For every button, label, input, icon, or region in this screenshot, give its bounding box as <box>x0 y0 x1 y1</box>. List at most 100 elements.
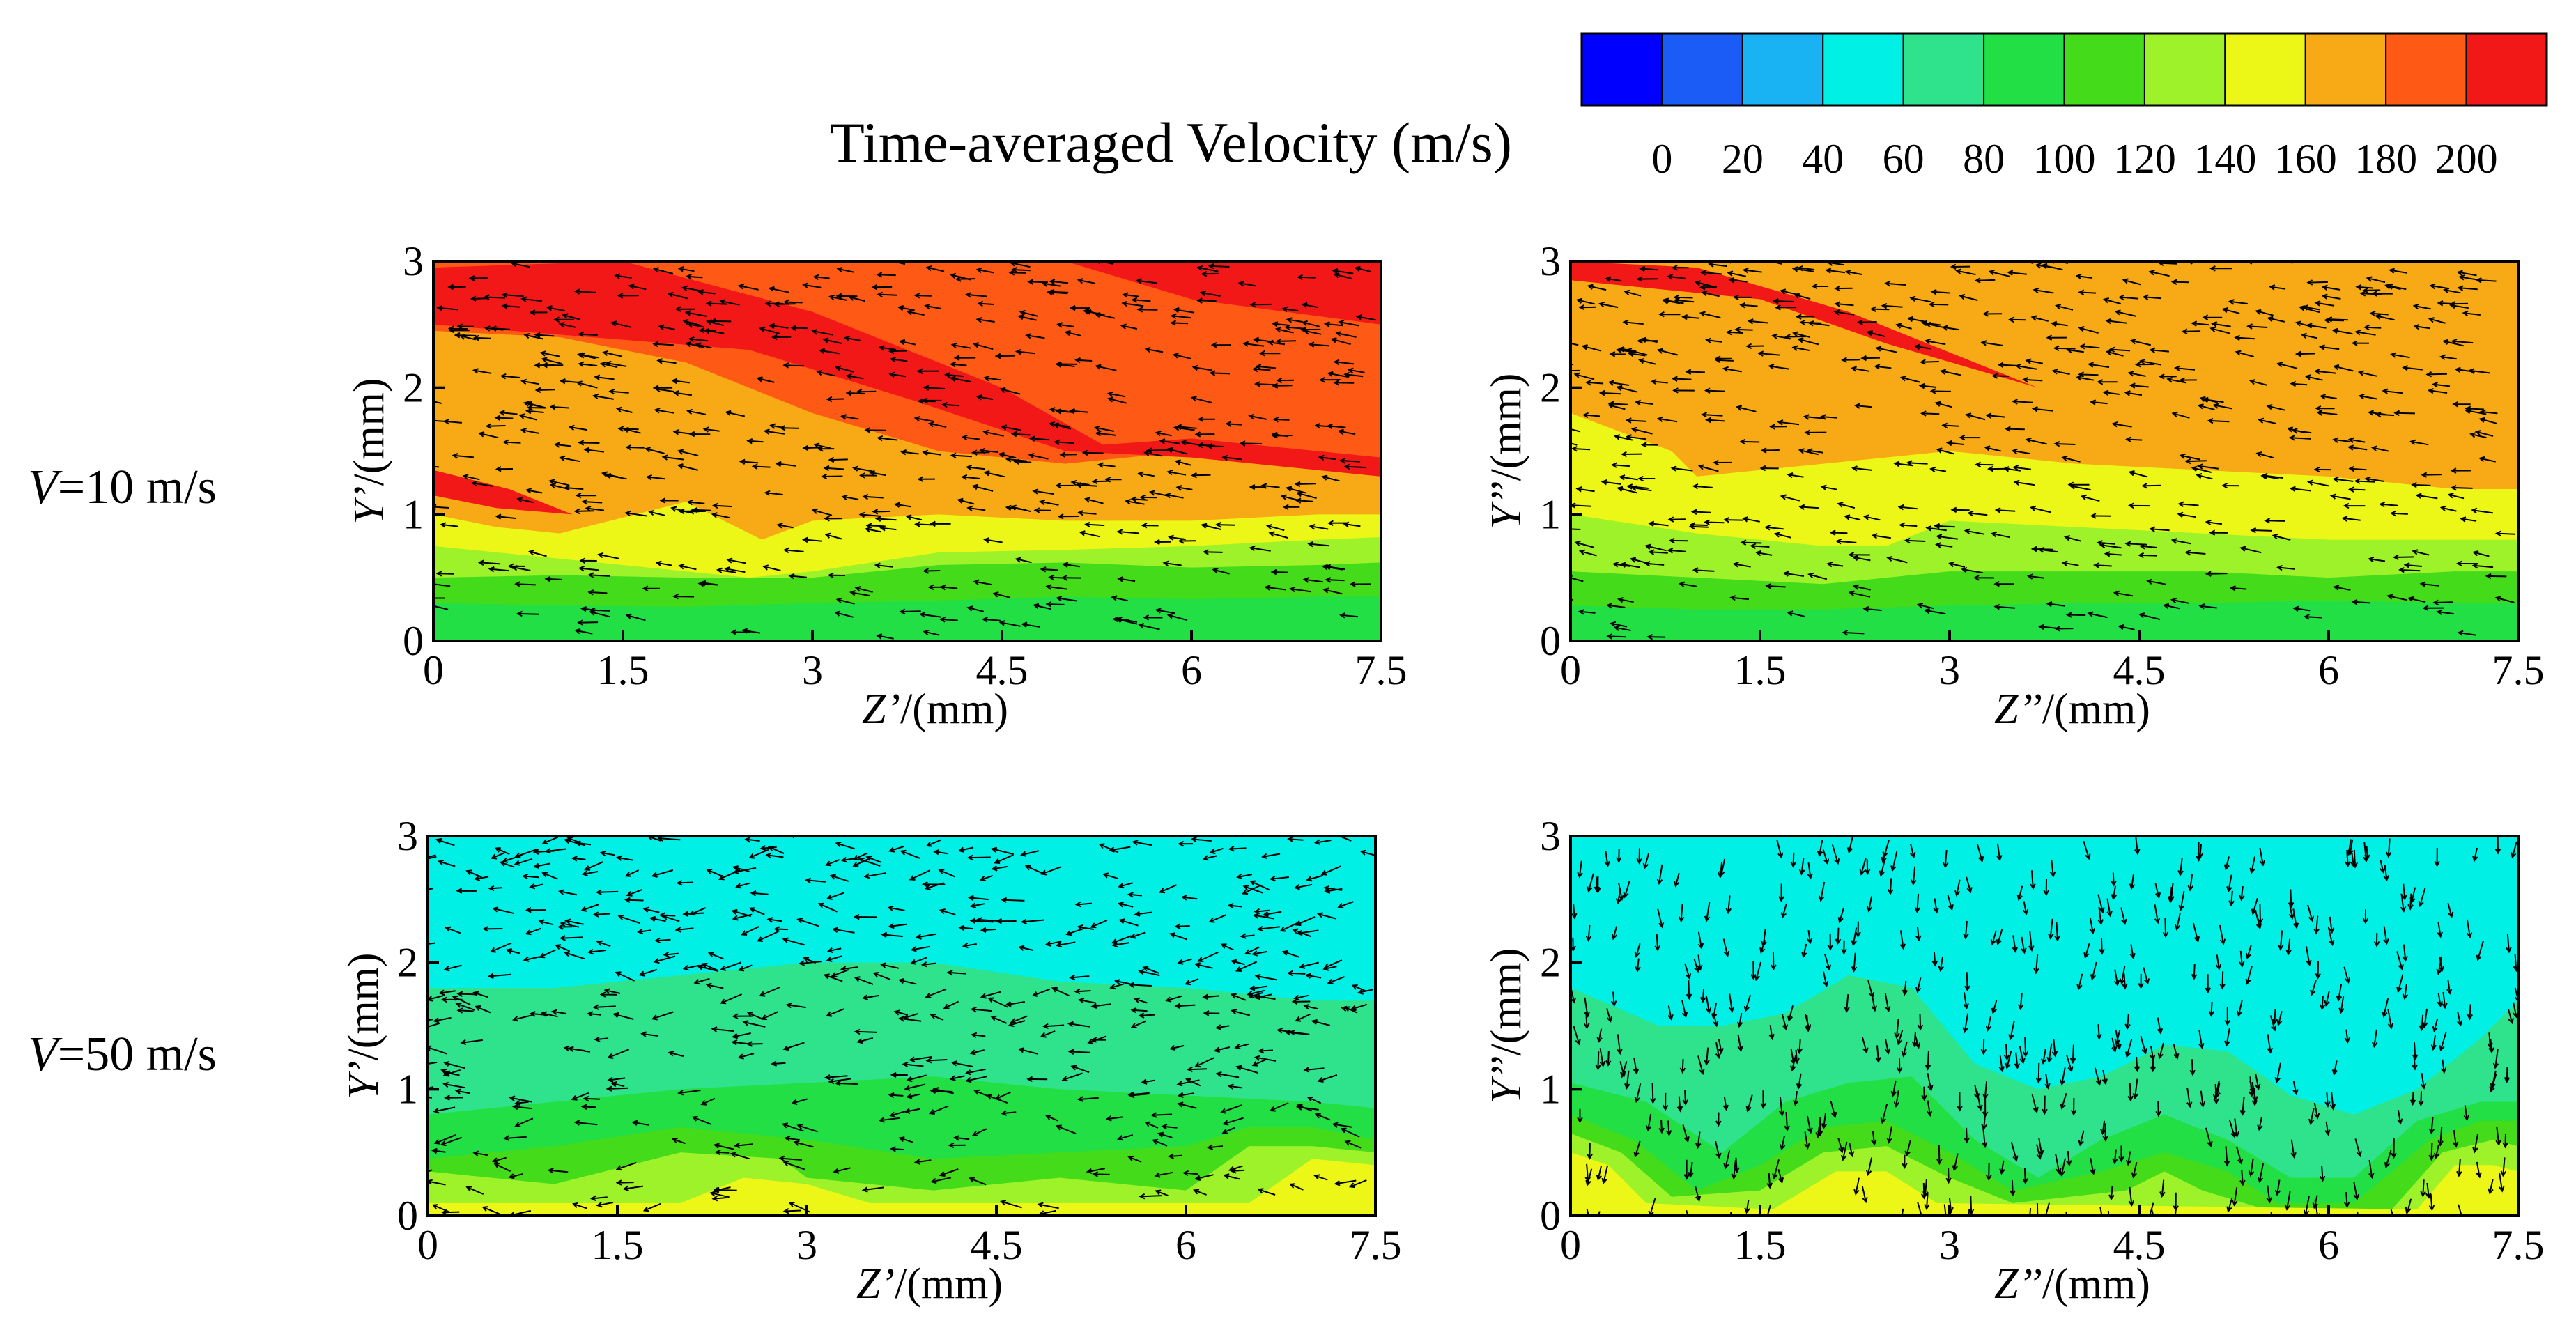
velocity-arrow <box>1323 321 1343 327</box>
velocity-arrow <box>1333 359 1355 366</box>
velocity-arrow <box>1941 325 1959 331</box>
velocity-arrow <box>1864 859 1871 875</box>
velocity-arrow <box>1240 933 1255 939</box>
velocity-arrow <box>1778 883 1784 902</box>
velocity-arrow <box>568 424 587 431</box>
velocity-arrow <box>2078 371 2099 378</box>
velocity-arrow <box>2158 373 2177 380</box>
velocity-arrow <box>1606 1008 1612 1023</box>
velocity-arrow <box>1998 1055 2005 1073</box>
velocity-arrow <box>468 275 488 281</box>
velocity-arrow <box>1904 1140 1911 1157</box>
velocity-arrow <box>1021 918 1044 925</box>
velocity-arrow <box>1061 1072 1083 1082</box>
velocity-arrow <box>966 605 985 612</box>
velocity-arrow <box>2343 966 2350 984</box>
velocity-arrow <box>1132 840 1152 846</box>
velocity-arrow <box>493 1163 511 1173</box>
velocity-arrow <box>2397 1110 2403 1125</box>
velocity-arrow <box>1225 421 1242 427</box>
velocity-arrow <box>2035 1202 2041 1216</box>
velocity-arrow <box>606 1085 628 1092</box>
velocity-arrow <box>2239 950 2245 968</box>
velocity-arrow <box>1742 267 1762 274</box>
velocity-arrow <box>1272 417 1290 423</box>
velocity-arrow <box>1699 284 1717 291</box>
velocity-arrow <box>835 841 855 850</box>
velocity-arrow <box>2051 1039 2058 1058</box>
velocity-arrow <box>1134 911 1152 917</box>
velocity-arrow <box>2173 1043 2180 1060</box>
velocity-arrow <box>1133 997 1148 1004</box>
velocity-arrow <box>1355 314 1377 321</box>
velocity-arrow <box>698 327 716 334</box>
velocity-arrow <box>2428 1116 2435 1135</box>
velocity-arrow <box>584 860 604 871</box>
velocity-arrow <box>1573 372 1595 380</box>
velocity-arrow <box>2129 944 2136 959</box>
velocity-arrow <box>2076 375 2095 381</box>
velocity-arrow <box>1221 1127 1235 1134</box>
velocity-arrow <box>1199 290 1221 297</box>
velocity-arrow <box>1040 566 1059 573</box>
velocity-arrow <box>2457 1012 2463 1027</box>
velocity-arrow <box>1822 849 1830 865</box>
velocity-arrow <box>1130 496 1148 502</box>
velocity-arrow <box>599 991 617 998</box>
velocity-arrow <box>1775 304 1797 311</box>
velocity-arrow <box>971 1128 987 1136</box>
velocity-arrow <box>1317 1074 1338 1083</box>
colorbar: 0 20 40 60 80 100 120 140 160 180 200 <box>1580 32 2548 182</box>
velocity-arrow <box>923 385 946 391</box>
velocity-arrow <box>2033 953 2039 975</box>
velocity-arrow <box>1745 343 1764 350</box>
velocity-arrow <box>2393 410 2415 417</box>
velocity-arrow <box>1649 1083 1656 1104</box>
velocity-arrow <box>845 373 864 380</box>
velocity-arrow <box>2332 476 2354 483</box>
velocity-arrow <box>2191 964 2198 980</box>
velocity-arrow <box>1701 290 1720 297</box>
velocity-arrow <box>930 1014 944 1021</box>
velocity-arrow <box>1866 330 1886 338</box>
velocity-arrow <box>2494 530 2515 537</box>
velocity-arrow <box>1757 350 1780 357</box>
velocity-arrow <box>2418 1091 2424 1107</box>
velocity-arrow <box>2128 470 2148 478</box>
velocity-arrow <box>2266 1185 2272 1204</box>
velocity-arrow <box>2475 277 2497 284</box>
velocity-arrow <box>1618 346 1637 353</box>
velocity-arrow <box>2090 399 2108 405</box>
velocity-arrow <box>2012 399 2034 405</box>
velocity-arrow <box>1327 520 1348 526</box>
velocity-arrow <box>1893 461 1913 467</box>
velocity-arrow <box>1977 844 1984 863</box>
velocity-arrow <box>950 342 971 349</box>
velocity-arrow <box>592 393 614 400</box>
velocity-arrow <box>1914 893 1920 913</box>
velocity-arrow <box>1571 442 1578 446</box>
velocity-arrow <box>2100 1120 2106 1136</box>
velocity-arrow <box>1146 447 1169 454</box>
velocity-arrow <box>1235 961 1258 972</box>
velocity-arrow <box>1178 840 1194 847</box>
velocity-arrow <box>2304 374 2323 381</box>
velocity-arrow <box>899 608 921 615</box>
velocity-arrow <box>707 952 724 960</box>
velocity-arrow <box>1597 1211 1601 1216</box>
velocity-arrow <box>523 956 541 962</box>
velocity-arrow <box>1228 846 1247 852</box>
velocity-arrow <box>1252 366 1271 373</box>
velocity-arrow <box>1069 974 1090 981</box>
velocity-arrow <box>1790 1055 1797 1072</box>
velocity-arrow <box>2138 612 2161 621</box>
velocity-arrow <box>560 935 583 941</box>
velocity-arrow <box>472 991 489 998</box>
velocity-arrow <box>2173 1192 2179 1212</box>
velocity-arrow <box>1950 263 1971 270</box>
velocity-arrow <box>1834 301 1854 307</box>
velocity-arrow <box>1964 1127 1970 1144</box>
velocity-arrow <box>1104 477 1122 483</box>
velocity-arrow <box>615 1179 634 1186</box>
velocity-arrow <box>2494 836 2501 855</box>
